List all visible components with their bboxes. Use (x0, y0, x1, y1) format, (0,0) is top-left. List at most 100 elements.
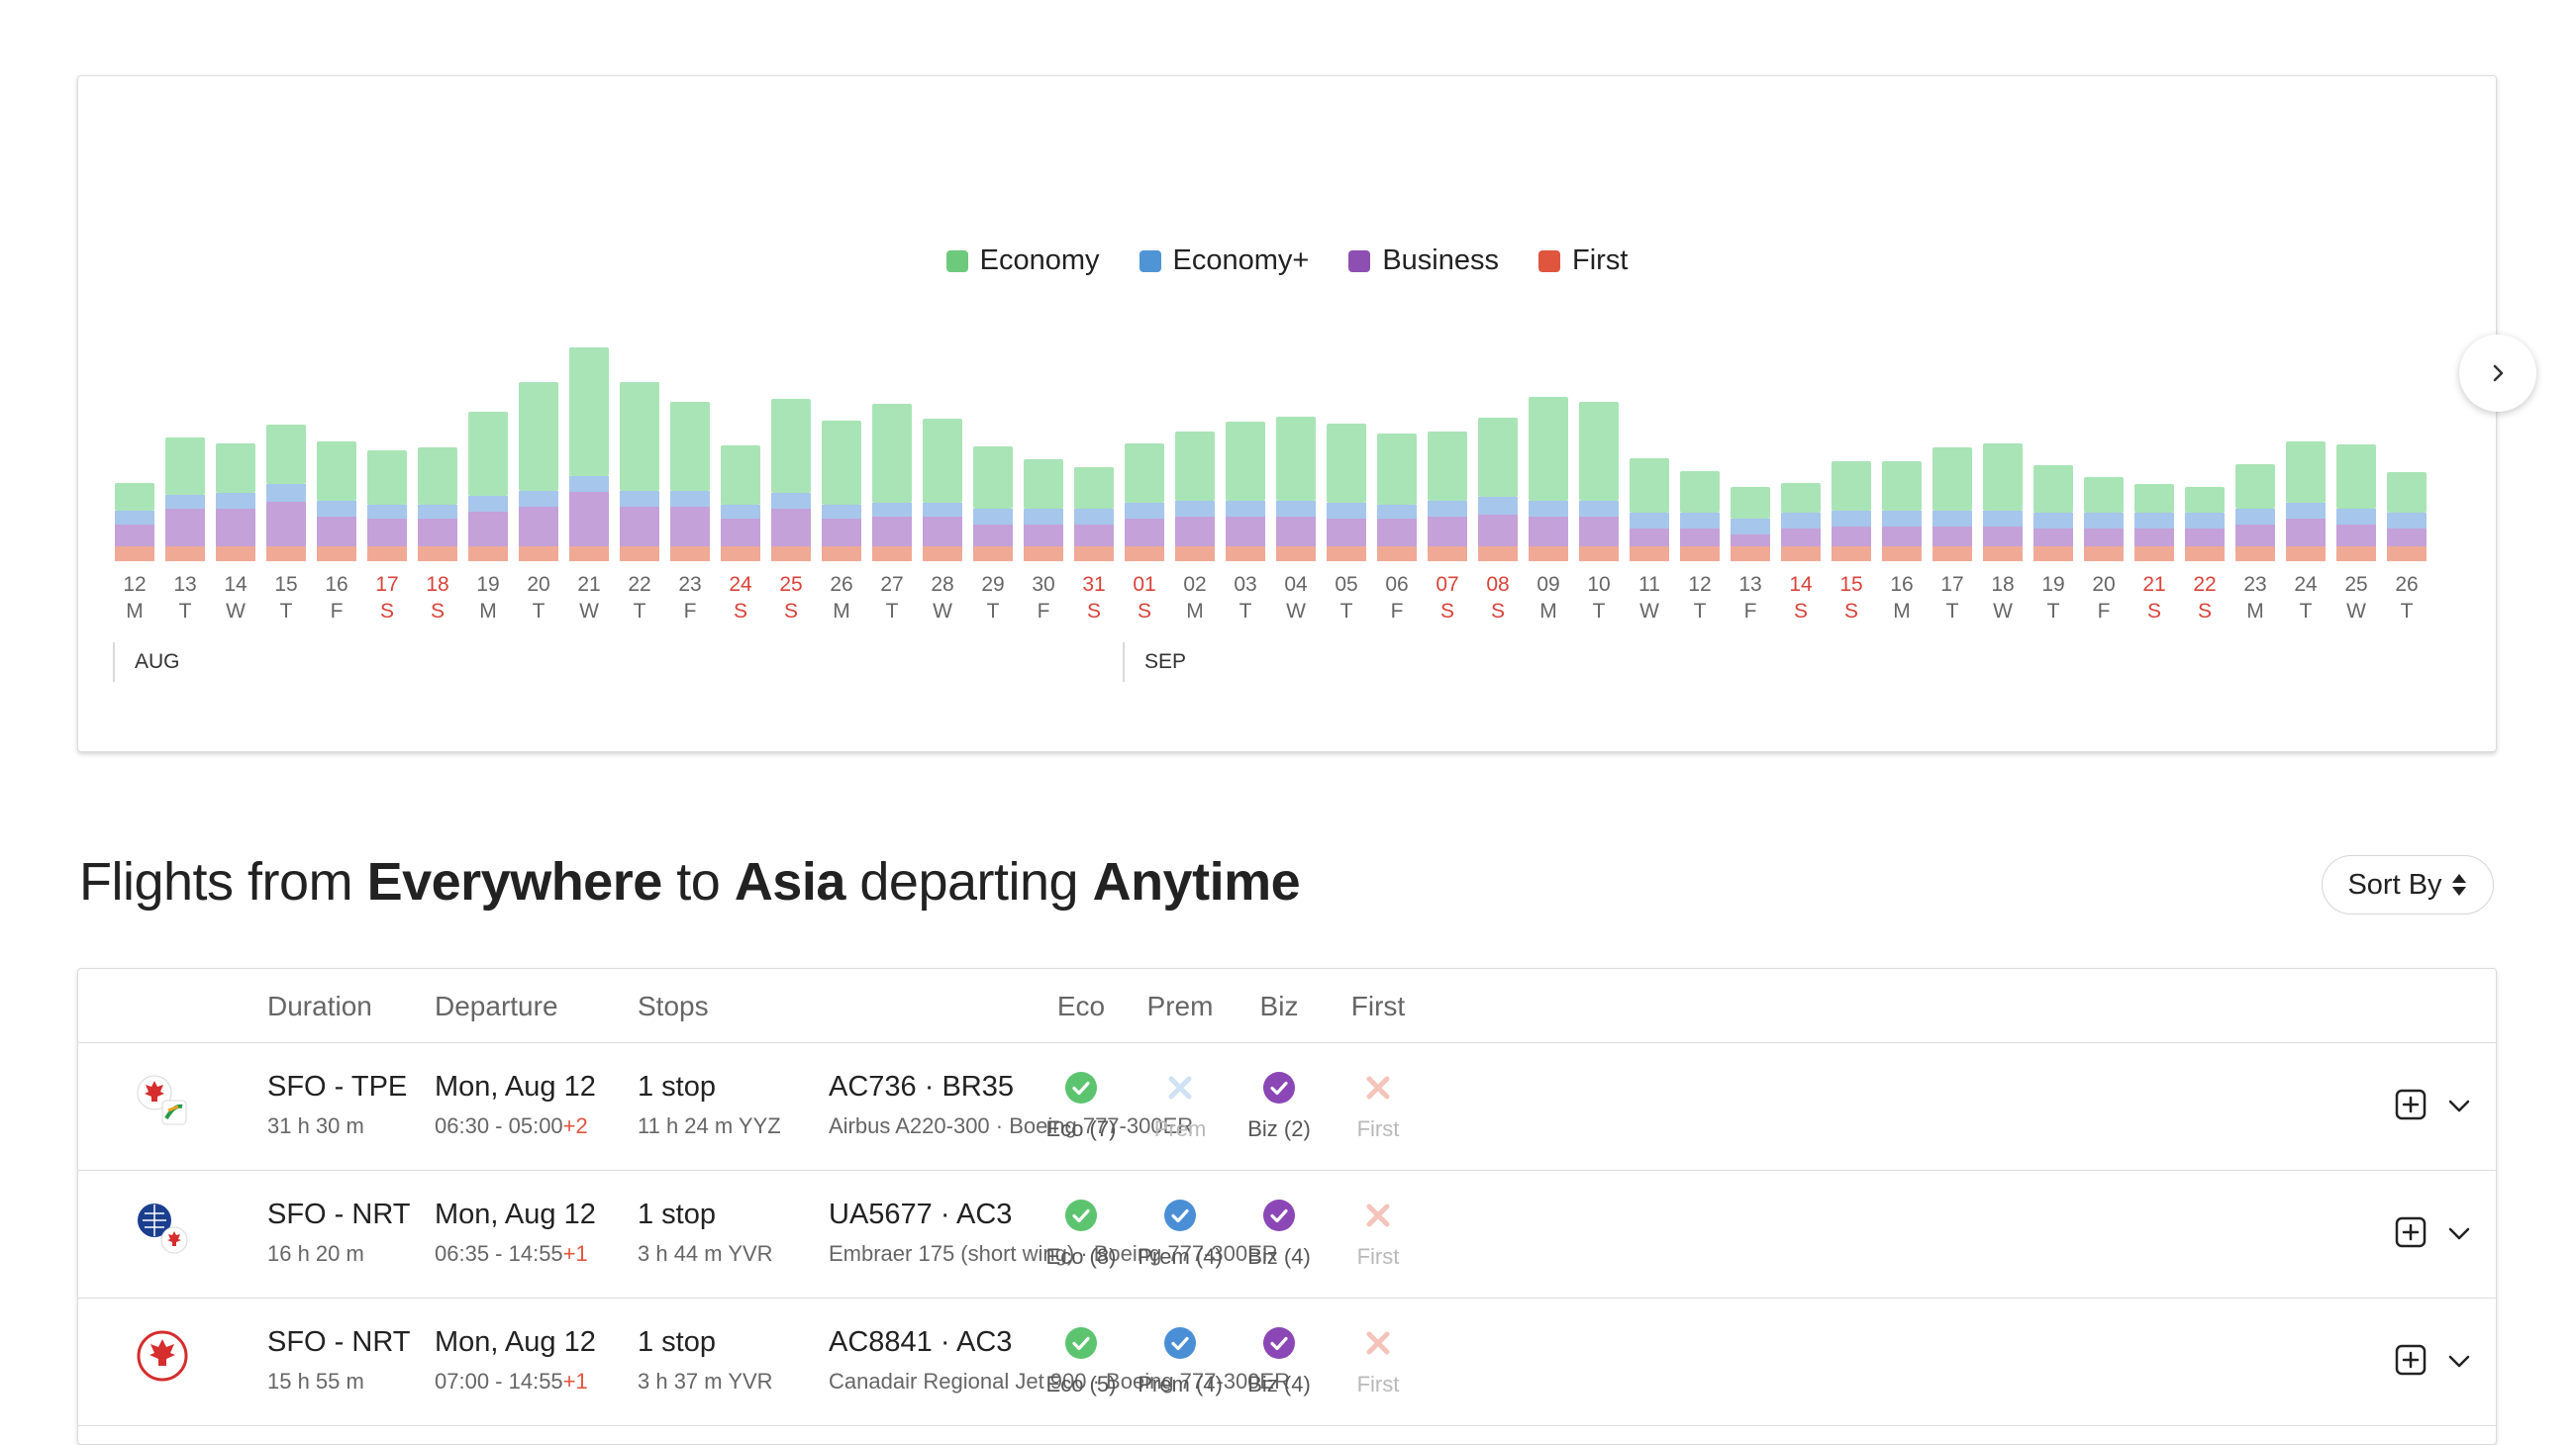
bar-segment-economy[interactable] (266, 425, 306, 484)
bar-segment-first[interactable] (1024, 546, 1063, 561)
bar-segment-business[interactable] (1175, 517, 1215, 546)
bar-segment-economy[interactable] (973, 446, 1013, 509)
title-destination[interactable]: Asia (734, 852, 846, 912)
cabin-prem[interactable]: Prem (4) (1111, 1326, 1249, 1397)
bar-segment-first[interactable] (1832, 546, 1871, 561)
bar-segment-business[interactable] (1276, 517, 1316, 546)
bar-segment-first[interactable] (771, 546, 811, 561)
table-row[interactable]: SFO - NRT 15 h 55 m Mon, Aug 12 07:00 - … (78, 1299, 2496, 1426)
bar-segment-first[interactable] (418, 546, 457, 561)
bar-segment-business[interactable] (266, 502, 306, 546)
legend-item-economy[interactable]: Economy (945, 244, 1100, 277)
bar-segment-economy-[interactable] (519, 491, 558, 507)
bar-segment-business[interactable] (1983, 527, 2023, 546)
bar-segment-business[interactable] (1882, 527, 1922, 546)
cabin-prem[interactable]: Prem (1111, 1071, 1249, 1142)
bar-segment-business[interactable] (1832, 527, 1871, 546)
bar-segment-first[interactable] (367, 546, 407, 561)
chevron-down-icon[interactable] (2444, 1091, 2474, 1120)
bar-segment-economy-[interactable] (468, 496, 508, 512)
bar-segment-economy-[interactable] (2387, 513, 2427, 529)
bar-segment-first[interactable] (1630, 546, 1669, 561)
sort-by-button[interactable]: Sort By (2322, 855, 2494, 915)
bar-segment-economy-[interactable] (1125, 503, 1164, 519)
title-date[interactable]: Anytime (1092, 852, 1301, 912)
bar-segment-economy-[interactable] (1882, 511, 1922, 527)
bar-segment-economy-[interactable] (670, 491, 710, 507)
bar-segment-economy-[interactable] (2185, 513, 2225, 529)
bar-segment-economy-[interactable] (569, 476, 609, 492)
bar-segment-first[interactable] (1276, 546, 1316, 561)
bar-segment-business[interactable] (721, 519, 760, 546)
bar-segment-economy[interactable] (1125, 443, 1164, 503)
bar-segment-first[interactable] (1125, 546, 1164, 561)
bar-segment-economy[interactable] (1377, 434, 1417, 505)
bar-segment-business[interactable] (1074, 525, 1114, 546)
bar-segment-economy-[interactable] (721, 505, 760, 519)
bar-segment-first[interactable] (1983, 546, 2023, 561)
bar-segment-economy-[interactable] (266, 484, 306, 502)
bar-segment-economy[interactable] (670, 402, 710, 491)
bar-segment-economy-[interactable] (165, 495, 205, 509)
bar-segment-business[interactable] (2185, 529, 2225, 546)
bar-segment-business[interactable] (2387, 529, 2427, 546)
bar-segment-business[interactable] (216, 509, 255, 546)
bar-segment-economy[interactable] (115, 483, 154, 511)
bar-segment-economy[interactable] (1478, 418, 1518, 497)
bar-segment-economy[interactable] (2286, 441, 2326, 503)
bar-segment-business[interactable] (2286, 519, 2326, 546)
bar-segment-economy[interactable] (1630, 458, 1669, 513)
bar-segment-first[interactable] (620, 546, 659, 561)
bar-segment-economy[interactable] (1226, 422, 1265, 501)
bar-segment-business[interactable] (1478, 515, 1518, 546)
bar-segment-economy-[interactable] (2134, 513, 2174, 529)
bar-segment-economy[interactable] (1932, 447, 1972, 511)
bar-segment-economy-[interactable] (1630, 513, 1669, 529)
table-row[interactable]: SFO - NRT 16 h 20 m Mon, Aug 12 06:35 - … (78, 1171, 2496, 1299)
bar-segment-first[interactable] (973, 546, 1013, 561)
bar-segment-first[interactable] (216, 546, 255, 561)
cabin-eco[interactable]: Eco (7) (1012, 1071, 1150, 1142)
bar-segment-first[interactable] (317, 546, 356, 561)
bar-segment-business[interactable] (822, 519, 861, 546)
bar-segment-business[interactable] (519, 507, 558, 546)
bar-segment-first[interactable] (266, 546, 306, 561)
bar-segment-economy[interactable] (1529, 397, 1568, 501)
bar-segment-economy-[interactable] (1932, 511, 1972, 527)
bar-segment-first[interactable] (1731, 546, 1770, 561)
col-header-duration[interactable]: Duration (267, 991, 372, 1021)
bar-segment-economy[interactable] (2387, 472, 2427, 513)
bar-segment-economy-[interactable] (2033, 513, 2073, 529)
bar-segment-economy-[interactable] (1579, 501, 1619, 517)
bar-segment-economy[interactable] (1428, 432, 1467, 501)
bar-segment-business[interactable] (1529, 517, 1568, 546)
bar-segment-economy[interactable] (1327, 424, 1366, 503)
bar-segment-economy-[interactable] (620, 491, 659, 507)
bar-segment-economy-[interactable] (1731, 519, 1770, 534)
bar-segment-economy-[interactable] (1024, 509, 1063, 525)
bar-segment-first[interactable] (2235, 546, 2275, 561)
bar-segment-economy-[interactable] (822, 505, 861, 519)
bar-segment-economy-[interactable] (367, 505, 407, 519)
bar-segment-first[interactable] (115, 546, 154, 561)
bar-segment-economy-[interactable] (1680, 513, 1720, 529)
title-origin[interactable]: Everywhere (366, 852, 663, 912)
bar-segment-first[interactable] (670, 546, 710, 561)
bar-segment-business[interactable] (872, 517, 912, 546)
bar-segment-first[interactable] (2134, 546, 2174, 561)
bar-segment-business[interactable] (1226, 517, 1265, 546)
bar-segment-economy[interactable] (1983, 443, 2023, 511)
bar-segment-economy[interactable] (2033, 465, 2073, 513)
bar-segment-economy[interactable] (771, 399, 811, 493)
bar-segment-economy[interactable] (1074, 467, 1114, 509)
bar-segment-economy-[interactable] (1074, 509, 1114, 525)
bar-segment-economy[interactable] (2185, 487, 2225, 513)
bar-segment-first[interactable] (468, 546, 508, 561)
bar-segment-first[interactable] (1680, 546, 1720, 561)
cabin-biz[interactable]: Biz (4) (1210, 1199, 1348, 1270)
cabin-prem[interactable]: Prem (4) (1111, 1199, 1249, 1270)
bar-segment-first[interactable] (2336, 546, 2376, 561)
bar-segment-business[interactable] (165, 509, 205, 546)
bar-segment-economy[interactable] (1832, 461, 1871, 511)
bar-segment-business[interactable] (1327, 519, 1366, 546)
